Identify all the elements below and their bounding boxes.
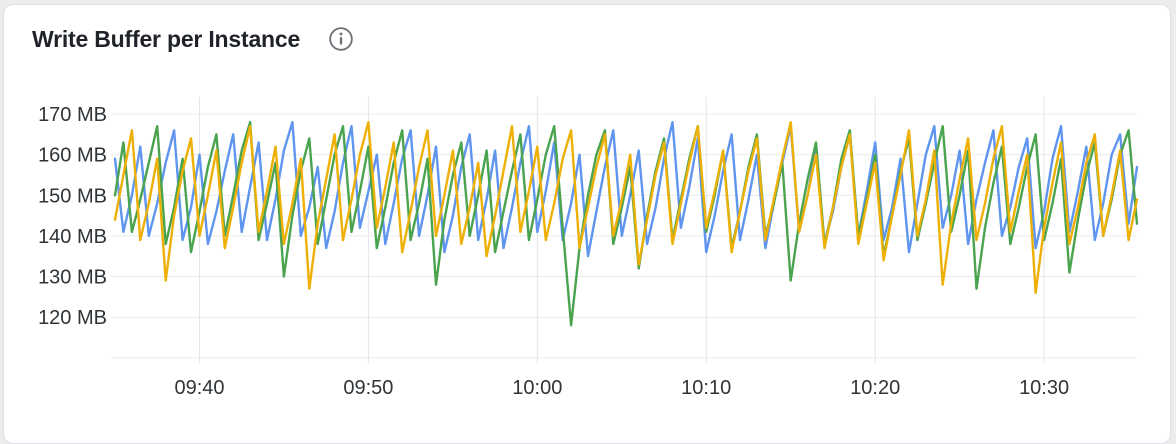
series-line-yellow [113, 120, 1139, 294]
info-icon-glyph [329, 27, 353, 51]
write-buffer-line-chart: 170 MB 160 MB 150 MB 140 MB 130 MB 120 MB 09:4… [38, 104, 1139, 399]
y-axis-label: 150 MB [38, 185, 107, 207]
x-axis-label: 10:30 [1019, 377, 1069, 399]
series-line-green [113, 120, 1139, 327]
y-axis-label: 140 MB [38, 226, 107, 248]
x-axis-label: 10:00 [512, 377, 562, 399]
x-axis-label: 10:20 [850, 377, 900, 399]
series-line-blue [113, 120, 1139, 258]
panel-header: Write Buffer per Instance [32, 21, 354, 57]
panel-title: Write Buffer per Instance [32, 25, 301, 52]
x-axis-label: 09:40 [174, 377, 224, 399]
y-axis-label: 130 MB [38, 267, 107, 289]
x-axis-label: 09:50 [343, 377, 393, 399]
info-icon[interactable] [328, 26, 354, 52]
y-axis-label: 160 MB [38, 145, 107, 167]
x-axis-label: 10:10 [681, 377, 731, 399]
y-axis-label: 120 MB [38, 307, 107, 329]
y-axis-label: 170 MB [38, 104, 107, 126]
